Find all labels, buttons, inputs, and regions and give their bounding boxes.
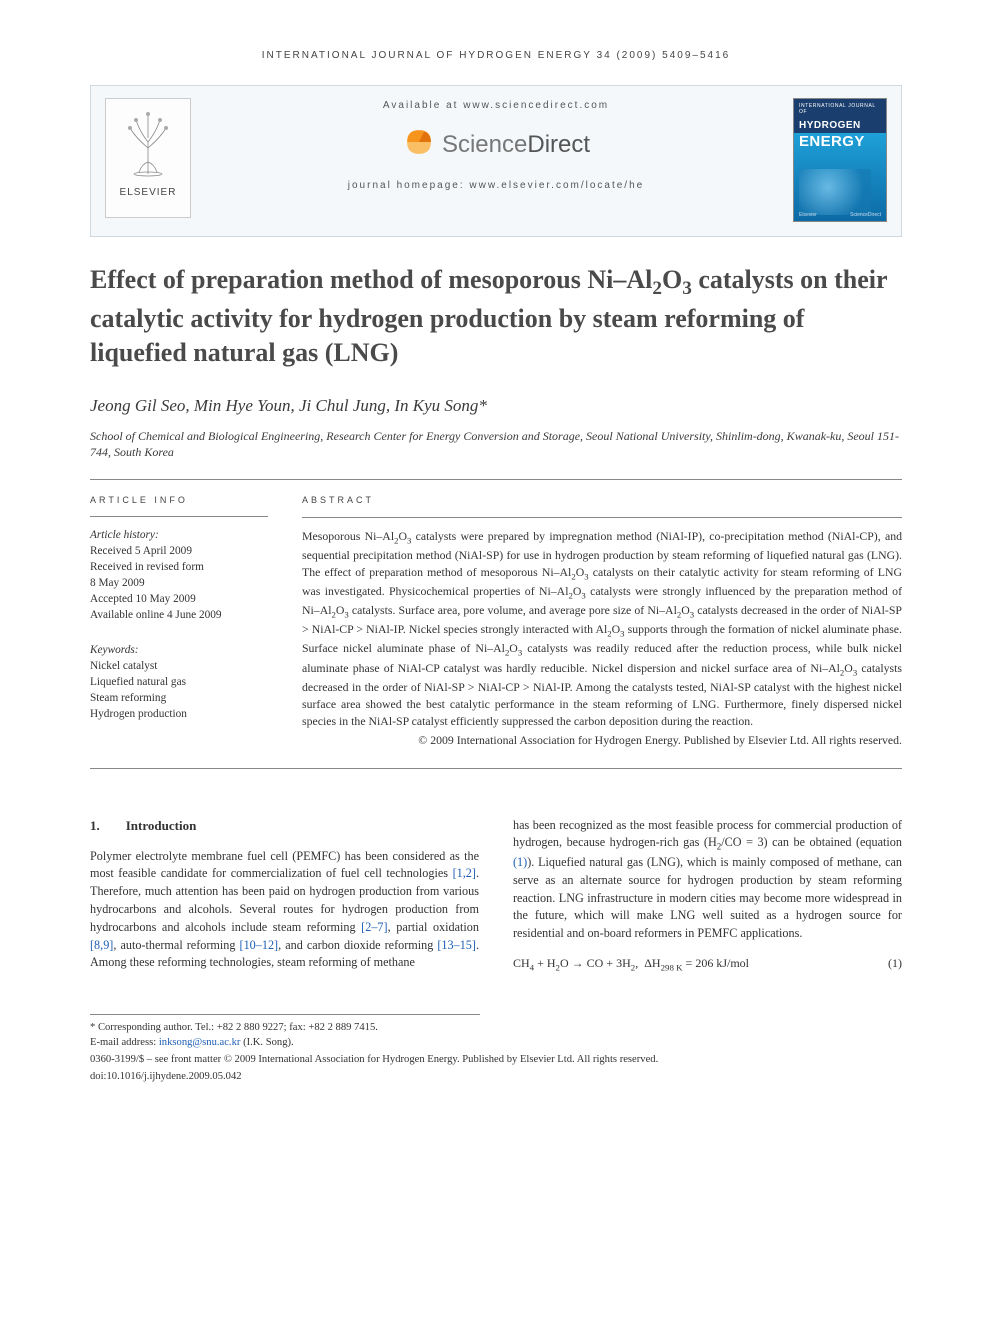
cover-footer-right: ScienceDirect bbox=[850, 212, 881, 218]
equation-number: (1) bbox=[888, 955, 902, 973]
body-column-left: 1. Introduction Polymer electrolyte memb… bbox=[90, 817, 479, 975]
journal-header-block: ELSEVIER INTERNATIONAL JOURNAL OF HYDROG… bbox=[90, 85, 902, 237]
elsevier-tree-icon bbox=[106, 99, 190, 187]
doi-line: doi:10.1016/j.ijhydene.2009.05.042 bbox=[90, 1070, 902, 1085]
section-title: Introduction bbox=[126, 817, 197, 836]
equation-row: CH4 + H2O → CO + 3H2, ΔH298 K = 206 kJ/m… bbox=[513, 955, 902, 974]
article-history-label: Article history: bbox=[90, 527, 268, 543]
elsevier-logo: ELSEVIER bbox=[105, 98, 191, 218]
abstract-copyright: © 2009 International Association for Hyd… bbox=[302, 732, 902, 749]
abstract-body: Mesoporous Ni–Al2O3 catalysts were prepa… bbox=[302, 528, 902, 731]
cover-title-line1: HYDROGEN bbox=[799, 120, 861, 131]
cover-graphic bbox=[799, 169, 871, 215]
body-two-column: 1. Introduction Polymer electrolyte memb… bbox=[90, 817, 902, 975]
keyword-item: Hydrogen production bbox=[90, 706, 268, 722]
abstract-rule bbox=[302, 517, 902, 518]
keyword-item: Liquefied natural gas bbox=[90, 674, 268, 690]
front-matter-line: 0360-3199/$ – see front matter © 2009 In… bbox=[90, 1053, 902, 1068]
sciencedirect-mark-icon bbox=[402, 125, 436, 164]
corresponding-author-line: * Corresponding author. Tel.: +82 2 880 … bbox=[90, 1021, 480, 1036]
email-line: E-mail address: inksong@snu.ac.kr (I.K. … bbox=[90, 1036, 480, 1051]
journal-homepage-line: journal homepage: www.elsevier.com/locat… bbox=[219, 180, 773, 191]
affiliation: School of Chemical and Biological Engine… bbox=[90, 428, 902, 460]
article-info-column: ARTICLE INFO Article history: Received 5… bbox=[90, 494, 268, 750]
running-header: INTERNATIONAL JOURNAL OF HYDROGEN ENERGY… bbox=[90, 50, 902, 61]
abstract-heading: ABSTRACT bbox=[302, 494, 902, 507]
abstract-column: ABSTRACT Mesoporous Ni–Al2O3 catalysts w… bbox=[302, 494, 902, 750]
online-date: Available online 4 June 2009 bbox=[90, 607, 268, 623]
article-info-rule bbox=[90, 516, 268, 517]
corresponding-author-footnote: * Corresponding author. Tel.: +82 2 880 … bbox=[90, 1014, 480, 1051]
cover-title-line2: ENERGY bbox=[799, 133, 865, 150]
sciencedirect-wordmark: ScienceDirect bbox=[442, 131, 590, 159]
intro-paragraph-right: has been recognized as the most feasible… bbox=[513, 817, 902, 943]
section-divider-rule bbox=[90, 768, 902, 769]
section-number: 1. bbox=[90, 817, 100, 836]
elsevier-label: ELSEVIER bbox=[106, 187, 190, 198]
accepted-date: Accepted 10 May 2009 bbox=[90, 591, 268, 607]
intro-paragraph-left: Polymer electrolyte membrane fuel cell (… bbox=[90, 848, 479, 973]
revised-date: 8 May 2009 bbox=[90, 575, 268, 591]
keywords-block: Keywords: Nickel catalyst Liquefied natu… bbox=[90, 642, 268, 722]
journal-cover-thumbnail: INTERNATIONAL JOURNAL OF HYDROGEN ENERGY… bbox=[793, 98, 887, 222]
article-history-block: Article history: Received 5 April 2009 R… bbox=[90, 527, 268, 623]
cover-supertitle: INTERNATIONAL JOURNAL OF bbox=[799, 103, 881, 115]
available-at-line: Available at www.sciencedirect.com bbox=[219, 100, 773, 111]
sciencedirect-logo: ScienceDirect bbox=[219, 125, 773, 164]
keywords-label: Keywords: bbox=[90, 642, 268, 658]
keyword-item: Steam reforming bbox=[90, 690, 268, 706]
cover-footer-left: Elsevier bbox=[799, 212, 817, 218]
body-column-right: has been recognized as the most feasible… bbox=[513, 817, 902, 975]
article-meta-row: ARTICLE INFO Article history: Received 5… bbox=[90, 480, 902, 752]
email-label: E-mail address: bbox=[90, 1037, 156, 1048]
keyword-item: Nickel catalyst bbox=[90, 658, 268, 674]
article-info-heading: ARTICLE INFO bbox=[90, 494, 268, 507]
email-tail: (I.K. Song). bbox=[240, 1037, 293, 1048]
article-title: Effect of preparation method of mesoporo… bbox=[90, 263, 902, 370]
author-list: Jeong Gil Seo, Min Hye Youn, Ji Chul Jun… bbox=[90, 396, 902, 416]
received-date: Received 5 April 2009 bbox=[90, 543, 268, 559]
corresponding-email-link[interactable]: inksong@snu.ac.kr bbox=[159, 1037, 241, 1048]
section-heading-intro: 1. Introduction bbox=[90, 817, 479, 836]
equation-expression: CH4 + H2O → CO + 3H2, ΔH298 K = 206 kJ/m… bbox=[513, 955, 749, 974]
revised-label: Received in revised form bbox=[90, 559, 268, 575]
